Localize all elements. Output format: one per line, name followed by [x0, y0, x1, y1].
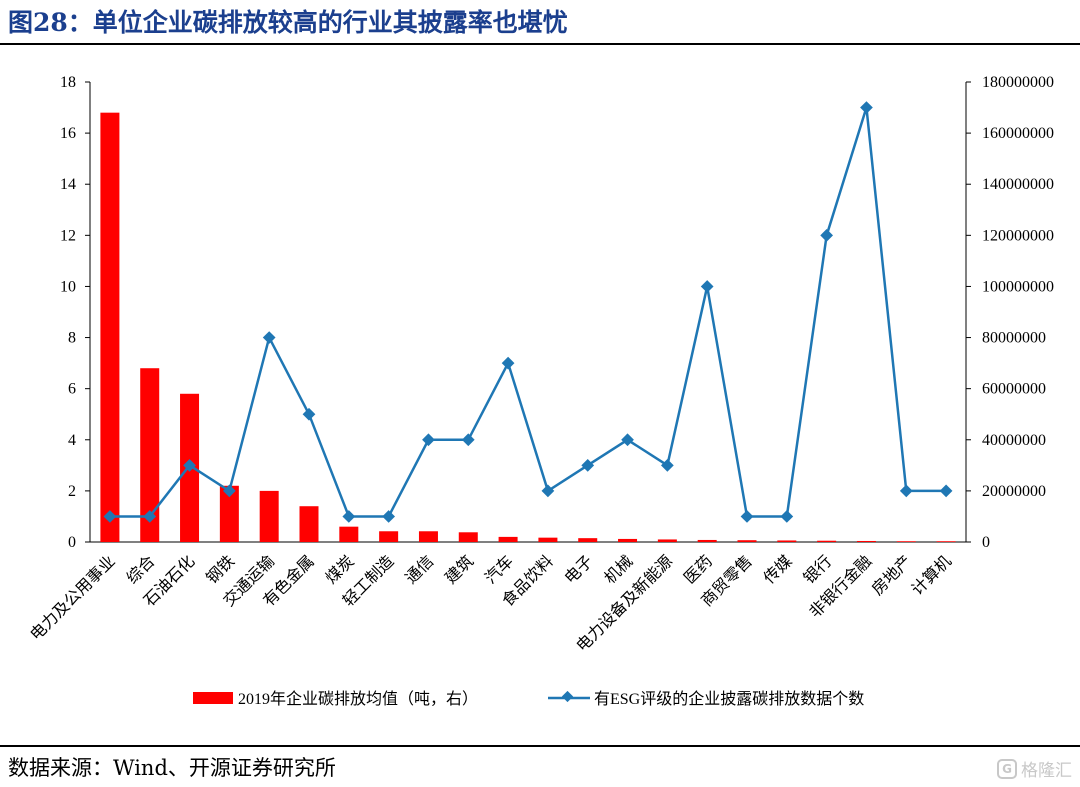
source-note: 数据来源：Wind、开源证券研究所	[8, 756, 336, 780]
y-left-tick-label: 16	[60, 125, 76, 142]
bar	[458, 532, 478, 542]
bar	[498, 536, 518, 542]
y-left-tick-label: 2	[68, 483, 76, 500]
bar	[697, 539, 717, 542]
bar	[777, 540, 797, 542]
line-point-marker	[860, 101, 873, 114]
legend-bar-swatch	[193, 692, 233, 704]
line-point-marker	[820, 228, 834, 242]
y-right-tick-label: 140000000	[982, 176, 1054, 193]
y-left-tick-label: 10	[60, 278, 76, 295]
category-label: 传媒	[760, 552, 795, 587]
y-left-tick-label: 4	[68, 432, 76, 449]
line-point-marker	[262, 331, 276, 344]
bar	[578, 538, 598, 542]
bar	[140, 368, 160, 542]
y-right-tick-label: 80000000	[982, 330, 1046, 347]
category-label: 房地产	[868, 552, 915, 599]
y-right-tick-label: 60000000	[982, 381, 1046, 398]
bar	[657, 539, 677, 542]
legend-bar-label: 2019年企业碳排放均值（吨，右）	[238, 690, 478, 708]
bar	[100, 112, 120, 543]
line-point-marker	[222, 484, 236, 498]
y-right-tick-label: 20000000	[982, 483, 1046, 500]
line-point-marker	[939, 484, 953, 498]
chart: 0 2 4 6 8 10 12 14 16 18 0 20000000 40000000 60000000…	[27, 74, 1054, 708]
line-series	[103, 101, 953, 523]
y-left-tick-label: 6	[68, 381, 76, 398]
bar	[259, 490, 279, 542]
line-point-marker	[541, 484, 555, 498]
y-right-tick-label: 180000000	[982, 74, 1054, 91]
category-label: 电子	[561, 552, 596, 587]
bar	[339, 526, 359, 542]
bar	[379, 531, 399, 542]
series-line	[109, 107, 947, 518]
top-rule	[0, 43, 1080, 45]
y-left-tick-label: 12	[60, 227, 76, 244]
bar	[299, 506, 319, 542]
category-label: 煤炭	[322, 552, 357, 587]
bar	[418, 531, 438, 542]
watermark: G 格隆汇	[997, 756, 1072, 781]
line-point-marker	[183, 458, 196, 472]
y-right-tick-label: 100000000	[982, 278, 1054, 295]
bar	[538, 537, 558, 542]
line-point-marker	[780, 510, 794, 523]
legend-line-marker	[561, 690, 574, 703]
bar	[936, 541, 956, 542]
figure-title: 图28：单位企业碳排放较高的行业其披露率也堪忧	[8, 8, 568, 37]
bar	[737, 540, 757, 542]
watermark-text: 格隆汇	[1021, 761, 1072, 781]
category-label: 计算机	[908, 551, 955, 598]
line-point-marker	[581, 458, 595, 472]
y-left-tick-label: 18	[60, 74, 76, 91]
bar	[856, 540, 876, 542]
category-label: 汽车	[482, 552, 517, 587]
chart-axes: 0 2 4 6 8 10 12 14 16 18 0 20000000 40000000 60000000…	[60, 74, 1054, 551]
category-label: 综合	[123, 552, 158, 587]
y-left-tick-label: 0	[68, 534, 76, 551]
legend-line-label: 有ESG评级的企业披露碳排放数据个数	[594, 690, 864, 708]
y-right-tick-label: 160000000	[982, 125, 1054, 142]
y-left-tick-label: 14	[60, 176, 76, 193]
category-label: 电力及公用事业	[27, 552, 119, 644]
watermark-logo-icon: G	[997, 758, 1017, 779]
category-label: 医药	[681, 552, 716, 587]
line-point-marker	[621, 433, 634, 447]
category-label: 机械	[601, 552, 636, 587]
bar	[219, 485, 239, 542]
line-point-marker	[342, 510, 356, 523]
line-point-marker	[501, 356, 515, 370]
category-label: 银行	[800, 552, 835, 587]
line-point-marker	[899, 484, 913, 498]
line-point-marker	[660, 458, 674, 472]
line-point-marker	[461, 433, 475, 447]
y-right-tick-label: 120000000	[982, 227, 1054, 244]
y-left-tick-label: 8	[68, 330, 76, 347]
line-point-marker	[740, 510, 754, 523]
bar	[896, 541, 916, 542]
category-labels: 电力及公用事业 综合石油石化 钢铁交通运输有色金属 煤炭轻工制造 通信 建筑 汽车食品饮料电…	[27, 551, 955, 655]
y-right-tick-label: 40000000	[982, 432, 1046, 449]
line-point-marker	[422, 433, 435, 447]
category-label: 通信	[402, 552, 437, 587]
category-label: 钢铁	[203, 552, 238, 587]
bar	[817, 540, 837, 542]
line-point-marker	[302, 407, 316, 421]
bar-series	[100, 112, 956, 543]
line-point-marker	[700, 280, 714, 293]
legend: 2019年企业碳排放均值（吨，右） 有ESG评级的企业披露碳排放数据个数	[193, 690, 864, 708]
line-point-marker	[382, 510, 396, 523]
bottom-rule	[0, 745, 1080, 747]
y-right-tick-label: 0	[982, 534, 990, 551]
category-label: 建筑	[442, 552, 477, 587]
bar	[618, 538, 638, 542]
